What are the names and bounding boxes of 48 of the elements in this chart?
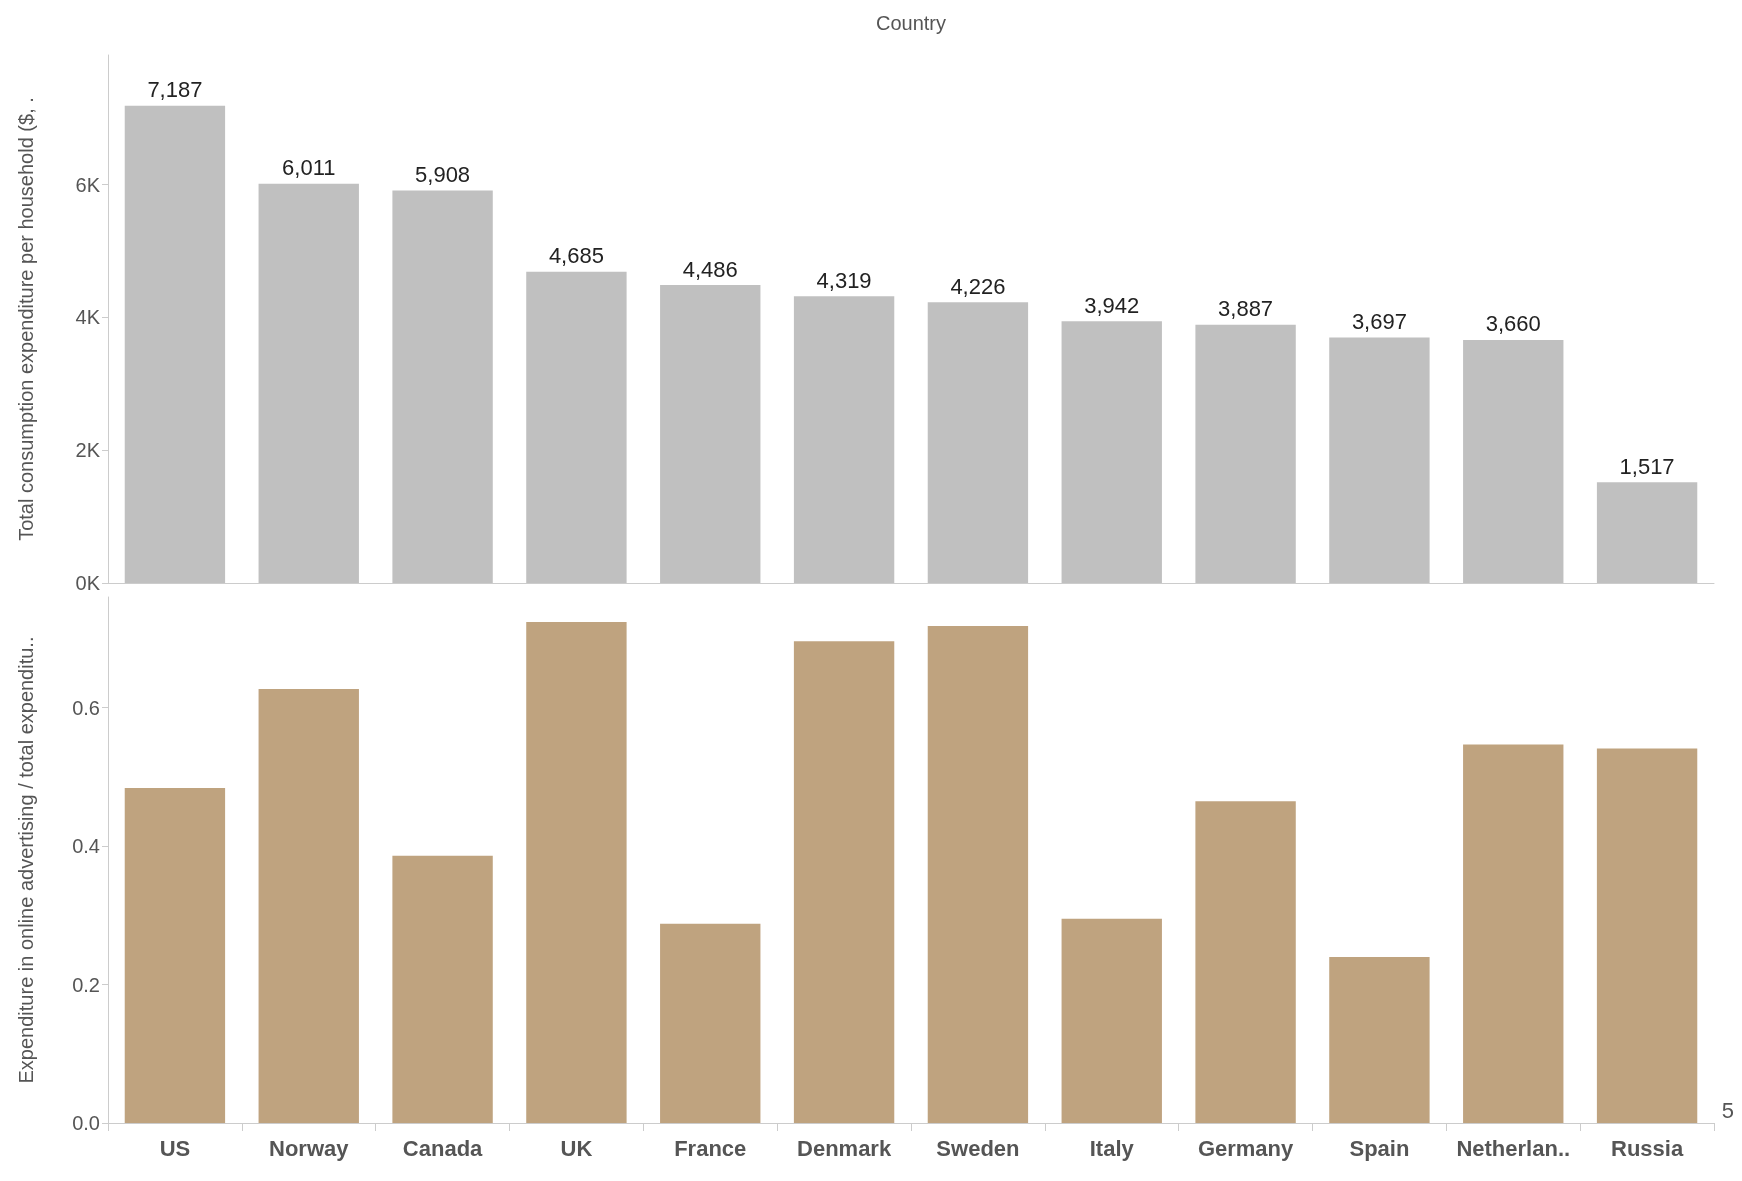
x-tick-label: Sweden <box>936 1135 1020 1161</box>
x-tick-label: US <box>159 1135 191 1161</box>
bar <box>1061 918 1162 1123</box>
data-label: 4,486 <box>682 256 738 282</box>
data-label: 5,908 <box>415 162 471 188</box>
x-tick-label: Russia <box>1611 1135 1684 1161</box>
data-label: 4,319 <box>816 267 872 293</box>
bar <box>1463 744 1564 1123</box>
x-tick-label: UK <box>560 1135 593 1161</box>
data-label: 6,011 <box>282 155 336 181</box>
x-axis-title: Country <box>875 12 947 34</box>
y-axis-title: Expenditure in online advertising / total expenditu.. <box>15 636 37 1084</box>
x-tick-label: Spain <box>1349 1135 1410 1161</box>
bar <box>660 923 761 1123</box>
bar <box>1195 801 1296 1123</box>
bar <box>392 855 493 1123</box>
data-label: 3,697 <box>1351 308 1407 334</box>
data-label: 7,187 <box>147 77 203 103</box>
y-tick-label: 0.0 <box>72 1112 100 1134</box>
data-label: 4,685 <box>548 243 604 269</box>
x-tick-label: Denmark <box>797 1135 892 1161</box>
x-tick-label: Netherlan.. <box>1456 1135 1571 1161</box>
x-tick-label: Germany <box>1197 1135 1295 1161</box>
y-tick-label: 2K <box>75 439 101 462</box>
bar <box>124 788 226 1123</box>
data-label: 1,517 <box>1619 453 1675 479</box>
x-tick-label: France <box>674 1135 747 1161</box>
bar <box>793 641 895 1123</box>
bar <box>1596 748 1698 1123</box>
y-tick-label: 0.6 <box>72 696 100 719</box>
bar <box>1329 956 1430 1123</box>
data-label: 3,942 <box>1084 292 1140 318</box>
y-axis-title: Total consumption expenditure per household ($, . <box>15 97 37 541</box>
x-tick-label: Italy <box>1089 1135 1135 1161</box>
y-tick-label: 0.2 <box>72 973 100 996</box>
data-label: 3,887 <box>1218 296 1274 322</box>
data-label: 4,226 <box>950 273 1006 299</box>
data-label: 3,660 <box>1485 311 1541 337</box>
y-tick-label: 0.4 <box>72 835 100 858</box>
y-tick-label: 6K <box>75 173 101 196</box>
bar <box>526 621 627 1123</box>
x-tick-label: Canada <box>402 1135 484 1161</box>
y-tick-label: 4K <box>75 306 101 329</box>
x-tick-label: Norway <box>269 1135 350 1161</box>
bar <box>927 626 1029 1123</box>
y-tick-label: 0K <box>75 572 101 594</box>
bar <box>258 689 359 1123</box>
text: 5 <box>1721 1097 1735 1123</box>
